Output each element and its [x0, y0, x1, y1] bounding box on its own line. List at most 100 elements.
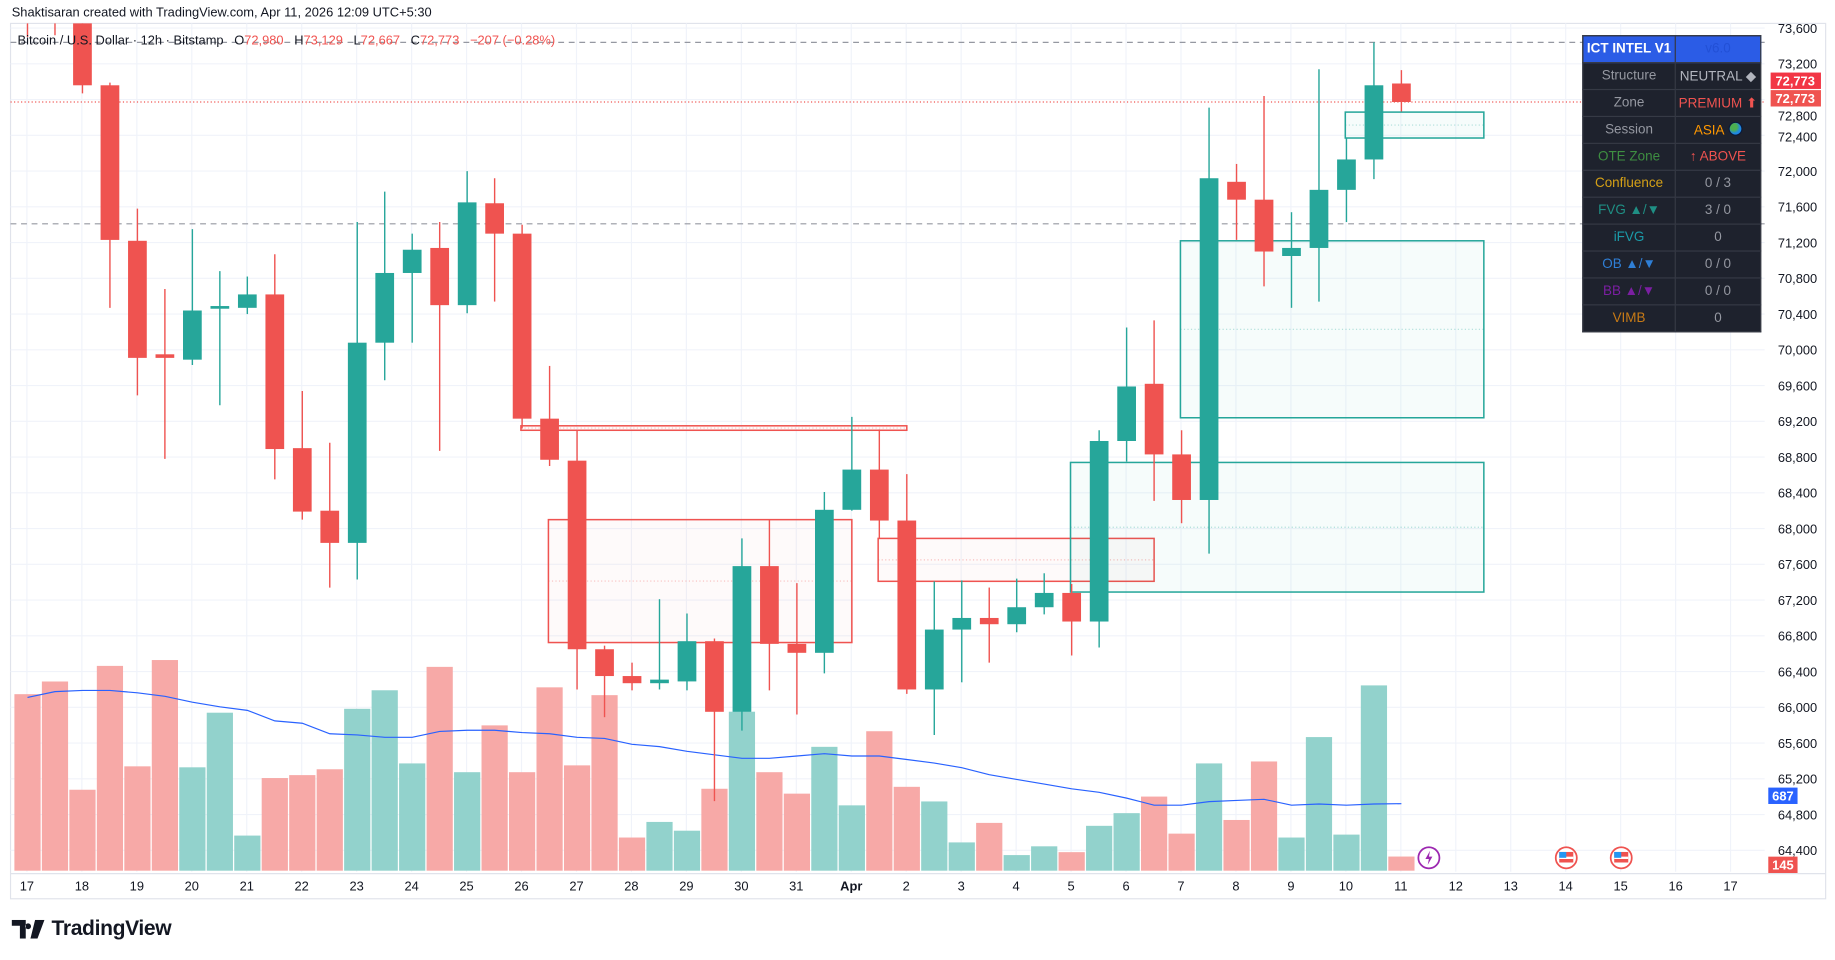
volume-bar — [921, 801, 948, 871]
panel-row-value-text: 0 / 0 — [1704, 257, 1732, 272]
volume-bar — [289, 775, 316, 871]
volume-bar — [399, 763, 426, 871]
volume-bar — [1113, 813, 1140, 871]
date-tick-label: 15 — [1613, 879, 1627, 894]
price-tick-label: 72,800 — [1778, 109, 1817, 124]
panel-row-value-text: 3 / 0 — [1704, 203, 1732, 218]
panel-row: FVG ▲/▼ 3 / 0 — [1582, 196, 1762, 225]
panel-row: VIMB 0 — [1582, 304, 1762, 333]
candle-down — [595, 649, 614, 677]
change-value: −207 (−0.28%) — [469, 33, 556, 48]
candle-up — [1117, 386, 1136, 441]
panel-row-value-text: 0 — [1714, 230, 1722, 245]
panel-row-value: 0 / 0 — [1674, 250, 1762, 279]
plot-area — [10, 0, 1765, 872]
tradingview-logo[interactable]: TradingView — [11, 916, 172, 941]
date-tick-label: 2 — [903, 879, 910, 894]
panel-row-value-text: 0 — [1714, 311, 1722, 326]
price-tick-label: 67,600 — [1778, 557, 1817, 572]
candle-up — [347, 342, 367, 543]
date-tick-label: 8 — [1232, 879, 1239, 894]
price-tick-label: 68,800 — [1778, 450, 1817, 465]
date-tick-label: 23 — [349, 879, 363, 894]
panel-row-label: VIMB — [1582, 304, 1676, 333]
volume-bar — [1086, 825, 1113, 871]
date-tick-label: 22 — [295, 879, 309, 894]
candle-down — [1254, 199, 1274, 252]
price-tick-label: 64,800 — [1778, 807, 1817, 822]
date-tick-label: 17 — [1723, 879, 1737, 894]
panel-title: ICT INTEL V1 — [1582, 35, 1676, 64]
volume-bar — [14, 694, 41, 871]
price-tick-label: 69,600 — [1778, 378, 1817, 393]
us-flag-icon[interactable] — [1554, 846, 1578, 870]
date-tick-label: 14 — [1559, 879, 1573, 894]
panel-row-label: Zone — [1582, 88, 1676, 118]
candle-up — [183, 310, 202, 360]
open-label: O — [234, 33, 245, 48]
price-tick-label: 73,600 — [1778, 21, 1817, 36]
panel-row-value: PREMIUM ⬆ — [1674, 88, 1762, 118]
candle-down — [46, 0, 65, 10]
volume-bar — [618, 837, 646, 871]
volume-bar — [646, 821, 673, 871]
candle-up — [237, 294, 257, 308]
volume-bar — [866, 731, 893, 871]
us-flag-icon[interactable] — [1609, 846, 1633, 870]
panel-row: Zone PREMIUM ⬆ — [1582, 88, 1762, 118]
candle-up — [457, 202, 477, 306]
price-tick-label: 66,000 — [1778, 700, 1817, 715]
lightning-icon[interactable] — [1417, 846, 1441, 870]
candle-down — [430, 247, 450, 306]
low-label: L — [353, 33, 361, 48]
globe-icon — [1728, 121, 1743, 136]
panel-row-value-text: NEUTRAL ◆ — [1679, 70, 1757, 85]
price-tick-label: 70,800 — [1778, 271, 1817, 286]
volume-bar — [811, 746, 838, 871]
candle-down — [979, 617, 999, 625]
price-badge — [1770, 90, 1821, 107]
volume-badge-label: 145 — [1772, 858, 1793, 873]
volume-bar — [1168, 833, 1195, 871]
candle-down — [1227, 181, 1246, 200]
candle-down — [1144, 383, 1164, 455]
chart-credit: Shaktisaran created with TradingView.com… — [11, 5, 432, 20]
price-tick-label: 64,400 — [1778, 843, 1817, 858]
volume-badge-label: 687 — [1772, 788, 1793, 803]
candle-up — [210, 306, 230, 309]
volume-bar — [69, 789, 96, 871]
candle-up — [1282, 247, 1301, 256]
volume-badge — [1768, 856, 1798, 874]
candle-up — [1309, 189, 1329, 248]
date-tick-label: Apr — [840, 879, 862, 894]
candle-down — [869, 469, 889, 521]
price-badge — [1770, 72, 1821, 89]
panel-row-value-text: ↑ ABOVE — [1689, 149, 1747, 164]
low-value: 72,667 — [360, 33, 401, 48]
candle-down — [897, 520, 917, 690]
volume-bar — [454, 772, 481, 871]
volume-bar — [893, 786, 920, 871]
panel-row-value: 0 — [1674, 304, 1762, 333]
date-tick-label: 24 — [404, 879, 418, 894]
date-tick-label: 12 — [1449, 879, 1463, 894]
symbol-name[interactable]: Bitcoin / U.S. Dollar · 12h · Bitstamp — [17, 33, 224, 48]
volume-bar — [234, 835, 261, 871]
date-tick-label: 27 — [569, 879, 583, 894]
panel-row-label: BB ▲/▼ — [1582, 277, 1676, 306]
price-tick-label: 65,200 — [1778, 772, 1817, 787]
price-tick-label: 65,600 — [1778, 736, 1817, 751]
volume-bar — [344, 708, 371, 871]
candle-up — [402, 249, 422, 273]
panel-row-label: OTE Zone — [1582, 142, 1676, 171]
price-tick-label: 71,600 — [1778, 200, 1817, 215]
panel-row-value-text: ASIA — [1693, 124, 1725, 139]
panel-row: Session ASIA — [1582, 115, 1762, 144]
candle-down — [1062, 592, 1082, 622]
price-tick-label: 66,800 — [1778, 629, 1817, 644]
panel-row-value: 0 / 0 — [1674, 277, 1762, 306]
volume-bar — [701, 788, 728, 871]
candle-down — [567, 460, 587, 650]
